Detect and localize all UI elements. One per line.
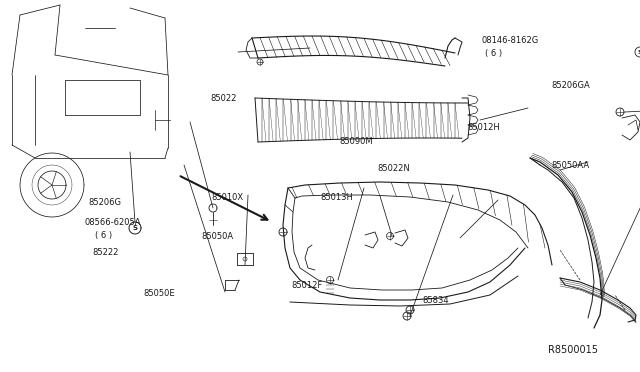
Text: S: S [132, 225, 138, 231]
Text: S: S [637, 49, 640, 55]
Text: 85090M: 85090M [339, 137, 373, 146]
Text: 85050E: 85050E [143, 289, 175, 298]
Text: 85010X: 85010X [211, 193, 243, 202]
Text: 85222: 85222 [92, 248, 118, 257]
Text: R8500015: R8500015 [548, 346, 598, 355]
Text: 08566-6205A: 08566-6205A [84, 218, 141, 227]
Text: ( 6 ): ( 6 ) [485, 49, 502, 58]
Text: 85050AA: 85050AA [552, 161, 590, 170]
Text: 85022: 85022 [211, 94, 237, 103]
Text: 85206GA: 85206GA [552, 81, 591, 90]
Text: 08146-8162G: 08146-8162G [481, 36, 538, 45]
Text: 85012F: 85012F [291, 281, 323, 290]
Text: ( 6 ): ( 6 ) [95, 231, 112, 240]
Text: 85013H: 85013H [320, 193, 353, 202]
Text: 85834: 85834 [422, 296, 449, 305]
Text: 85206G: 85206G [88, 198, 122, 207]
Text: 85050A: 85050A [202, 232, 234, 241]
Text: 85022N: 85022N [378, 164, 410, 173]
Text: 85012H: 85012H [467, 123, 500, 132]
